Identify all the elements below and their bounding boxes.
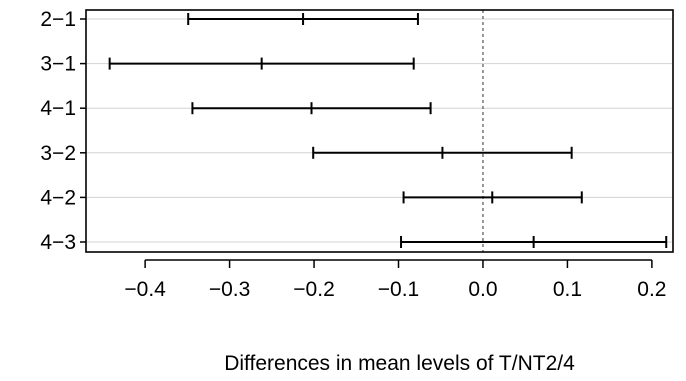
plot-frame xyxy=(85,9,674,253)
x-tick-label: 0.1 xyxy=(553,278,582,301)
interval-6 xyxy=(400,236,668,248)
x-tick-label: −0.2 xyxy=(293,278,334,301)
x-tick-label: −0.4 xyxy=(124,278,166,301)
x-axis: −0.4 −0.3 −0.2 −0.1 0.0 0.1 0.2 xyxy=(124,259,666,301)
interval-5 xyxy=(402,191,583,204)
x-tick-label: 0.2 xyxy=(637,278,666,301)
category-label: 4−1 xyxy=(40,97,76,120)
intervals-layer xyxy=(108,13,668,248)
grid-layer xyxy=(86,18,673,243)
category-label: 4−2 xyxy=(40,186,76,209)
interval-1 xyxy=(187,13,419,25)
category-label: 3−2 xyxy=(40,142,76,165)
category-label: 2−1 xyxy=(40,8,76,31)
x-tick-label: 0.0 xyxy=(468,278,497,301)
x-tick-label: −0.1 xyxy=(378,278,419,301)
interval-2 xyxy=(108,57,415,70)
interval-3 xyxy=(191,102,432,115)
x-tick-label: −0.3 xyxy=(209,278,250,301)
interval-4 xyxy=(312,146,573,159)
x-axis-title: Differences in mean levels of T/NT2/4 xyxy=(224,352,575,375)
category-label: 4−3 xyxy=(40,231,76,254)
category-label: 3−1 xyxy=(40,53,76,76)
category-labels: 2−1 3−1 4−1 3−2 4−2 4−3 xyxy=(40,8,86,254)
